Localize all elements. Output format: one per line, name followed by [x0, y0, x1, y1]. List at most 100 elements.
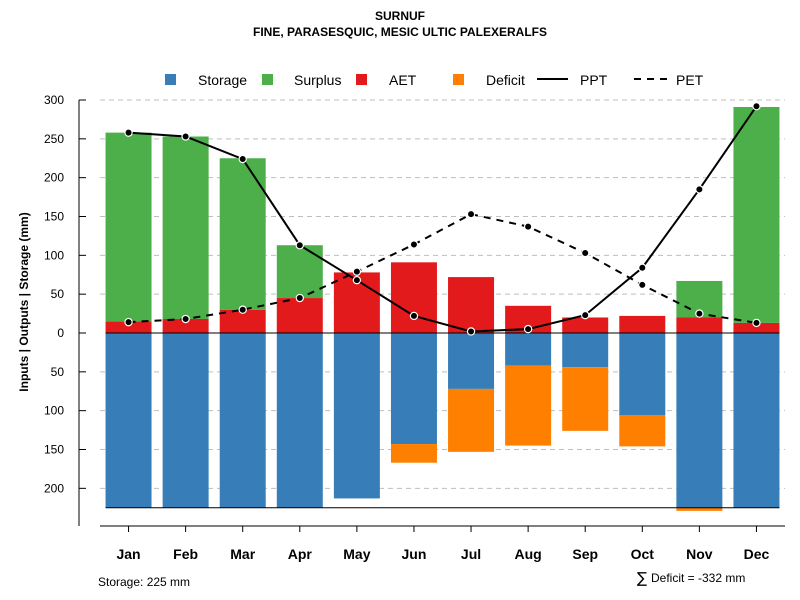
point-ppt-sep [581, 310, 590, 320]
legend-swatch-surplus [262, 74, 273, 85]
grid-lines [100, 99, 785, 489]
bar-aet-apr [276, 298, 323, 333]
point-pet-feb [181, 314, 190, 324]
x-tick-label-oct: Oct [631, 546, 655, 562]
legend-label-surplus: Surplus [294, 72, 341, 88]
bar-aet-jun [390, 262, 437, 333]
bar-deficit-jun [390, 444, 437, 463]
bar-deficit-nov [676, 507, 723, 511]
bar-surplus-jan [105, 132, 152, 322]
bar-aet-jan [105, 321, 152, 333]
point-pet-nov [695, 309, 704, 318]
legend: Storage Surplus AET Deficit PPT PET [165, 72, 704, 88]
bar-deficit-oct [619, 415, 666, 447]
bar-surplus-mar [219, 158, 266, 310]
legend-label-pet: PET [676, 72, 704, 88]
point-ppt-jan [124, 128, 133, 137]
point-ppt-feb [181, 132, 190, 141]
point-ppt-nov [695, 185, 704, 194]
point-pet-mar [238, 305, 247, 314]
x-tick-label-mar: Mar [230, 546, 255, 562]
bar-deficit-jul [448, 388, 495, 452]
x-tick-label-nov: Nov [686, 546, 713, 562]
x-tick-label-apr: Apr [288, 546, 313, 562]
x-tick-label-sep: Sep [572, 546, 598, 562]
point-pet-jul [466, 209, 476, 219]
bar-storage-sep [562, 333, 609, 368]
bar-aet-dec [733, 322, 780, 333]
bar-storage-jan [105, 333, 152, 508]
line-pet [128, 213, 757, 324]
bar-storage-mar [219, 333, 266, 508]
point-ppt-oct [638, 263, 647, 272]
point-ppt-dec [752, 102, 761, 111]
bar-storage-jul [448, 333, 495, 389]
legend-swatch-aet [356, 74, 367, 85]
point-pet-sep [581, 248, 590, 258]
legend-label-deficit: Deficit [486, 72, 525, 88]
x-tick-label-jan: Jan [116, 546, 140, 562]
bar-aet-feb [162, 319, 209, 333]
y-tick-label-4: 100 [44, 248, 64, 262]
y-tick-label-9: 150 [44, 443, 64, 457]
point-pet-apr [295, 293, 304, 303]
y-tick-label-0: 300 [44, 93, 64, 107]
bars [105, 106, 780, 511]
bar-aet-nov [676, 317, 723, 333]
x-tick-label-dec: Dec [744, 546, 770, 562]
storage-note: Storage: 225 mm [98, 575, 190, 589]
y-tick-label-7: 50 [51, 365, 65, 379]
deficit-note: Deficit = -332 mm [651, 571, 745, 585]
point-pet-aug [523, 222, 533, 231]
bar-storage-jun [390, 333, 437, 445]
point-pet-jun [409, 240, 419, 249]
x-tick-label-feb: Feb [173, 546, 198, 562]
point-ppt-jun [409, 311, 419, 321]
y-tick-label-5: 50 [51, 287, 65, 301]
x-tick-label-may: May [343, 546, 370, 562]
legend-swatch-storage [165, 74, 176, 85]
legend-label-ppt: PPT [580, 72, 608, 88]
legend-label-aet: AET [389, 72, 417, 88]
axes: 300 250 200 150 100 50 0 50 100 150 200 Jan Feb Mar Ap… [44, 93, 785, 562]
legend-label-storage: Storage [198, 72, 247, 88]
chart-subtitle: FINE, PARASESQUIC, MESIC ULTIC PALEXERAL… [253, 25, 547, 39]
x-tick-label-jun: Jun [402, 546, 427, 562]
chart-title: SURNUF [375, 9, 425, 23]
bar-storage-oct [619, 333, 666, 416]
point-ppt-jul [466, 327, 476, 336]
series-lines [124, 102, 761, 336]
y-tick-label-1: 250 [44, 132, 64, 146]
y-tick-label-6: 0 [57, 326, 64, 340]
bar-storage-aug [505, 333, 552, 366]
y-tick-label-2: 200 [44, 171, 64, 185]
y-tick-label-8: 100 [44, 404, 64, 418]
bar-storage-nov [676, 333, 723, 508]
bar-storage-dec [733, 333, 780, 508]
point-ppt-mar [238, 154, 247, 164]
y-tick-label-3: 150 [44, 210, 64, 224]
bar-aet-jul [448, 277, 495, 333]
x-tick-label-aug: Aug [515, 546, 542, 562]
y-tick-label-10: 200 [44, 481, 64, 495]
bar-storage-may [333, 333, 380, 499]
point-pet-oct [638, 280, 647, 290]
point-pet-may [352, 267, 362, 276]
point-ppt-may [352, 275, 362, 285]
y-axis-label: Inputs | Outputs | Storage (mm) [17, 212, 31, 391]
line-ppt [128, 105, 758, 333]
bar-surplus-apr [276, 245, 323, 299]
point-ppt-aug [523, 324, 533, 334]
bar-deficit-sep [562, 367, 609, 431]
bar-surplus-feb [162, 136, 209, 320]
bar-storage-feb [162, 333, 209, 508]
point-ppt-apr [295, 241, 304, 250]
legend-swatch-deficit [453, 74, 464, 85]
point-pet-jan [124, 317, 133, 327]
x-tick-label-jul: Jul [461, 546, 481, 562]
bar-storage-apr [276, 333, 323, 508]
deficit-sum-symbol: ∑ [637, 569, 647, 587]
point-pet-dec [752, 318, 761, 328]
bar-aet-mar [219, 309, 266, 333]
